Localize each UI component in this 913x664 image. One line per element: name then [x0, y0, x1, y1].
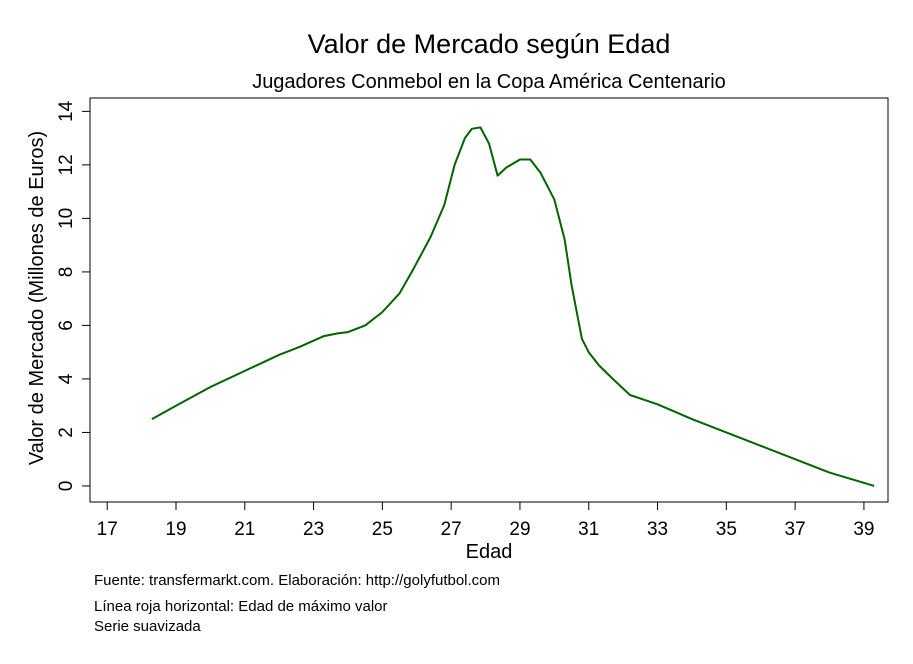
source-note: Fuente: transfermarkt.com. Elaboración: …	[94, 572, 501, 589]
y-tick-label: 0	[56, 481, 77, 492]
y-axis: 0 2 4 6 8 10 12 14	[56, 100, 90, 491]
x-axis: 17 19 21 23 25 27 29 31 33 35 37 39	[97, 502, 874, 540]
x-tick-label: 17	[97, 519, 118, 540]
smoothing-note: Serie suavizada	[94, 618, 201, 635]
x-tick-label: 39	[853, 519, 874, 540]
x-tick-label: 19	[165, 519, 186, 540]
y-tick-label: 6	[56, 320, 77, 331]
y-axis-title: Valor de Mercado (Millones de Euros)	[26, 131, 48, 465]
x-tick-label: 23	[303, 519, 324, 540]
x-tick-label: 27	[441, 519, 462, 540]
x-tick-label: 29	[509, 519, 530, 540]
y-tick-label: 2	[56, 427, 77, 438]
y-tick-label: 14	[56, 100, 77, 122]
series-line	[151, 126, 875, 487]
y-tick-label: 12	[56, 154, 77, 175]
horizontal-line-note: Línea roja horizontal: Edad de máximo va…	[94, 598, 388, 615]
y-tick-label: 10	[56, 208, 77, 229]
plot-frame	[89, 97, 889, 503]
x-tick-label: 25	[372, 519, 393, 540]
x-tick-label: 31	[578, 519, 599, 540]
chart-title: Valor de Mercado según Edad	[308, 29, 671, 59]
x-tick-label: 37	[785, 519, 806, 540]
x-tick-label: 35	[716, 519, 737, 540]
chart-subtitle: Jugadores Conmebol en la Copa América Ce…	[252, 71, 726, 93]
y-tick-label: 8	[56, 267, 77, 278]
x-tick-label: 21	[234, 519, 255, 540]
x-axis-title: Edad	[466, 541, 513, 563]
x-tick-label: 33	[647, 519, 668, 540]
y-tick-label: 4	[56, 373, 77, 384]
series-layer	[151, 126, 875, 487]
